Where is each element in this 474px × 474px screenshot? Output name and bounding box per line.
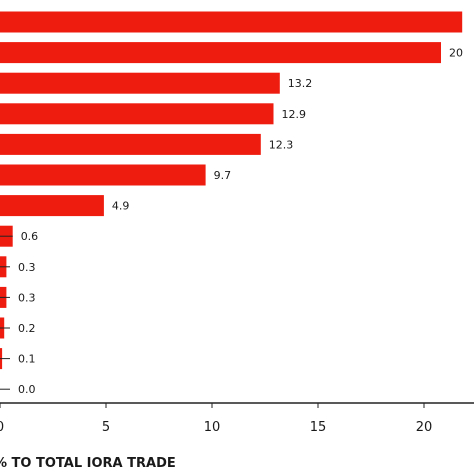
x-tick-label-2: 10 [204, 420, 221, 435]
bar-1 [0, 42, 441, 64]
value-label-6: 4.9 [112, 200, 129, 213]
x-tick-label-4: 20 [416, 420, 433, 435]
bar-2 [0, 72, 280, 94]
x-axis-title: % TO TOTAL IORA TRADE [0, 456, 176, 471]
value-labels-layer: 20 13.2 12.9 12.3 9.7 4.9 0.6 0.3 0.3 0.2 0.1 0.0 [18, 47, 463, 397]
value-label-11: 0.1 [18, 353, 36, 366]
value-label-5: 9.7 [214, 169, 232, 182]
x-axis-ticks: 0 5 10 15 20 [0, 403, 432, 435]
x-tick-label-1: 5 [102, 420, 110, 435]
value-label-9: 0.3 [18, 291, 36, 304]
value-label-8: 0.3 [18, 261, 36, 274]
bar-4 [0, 133, 261, 155]
value-label-10: 0.2 [18, 322, 36, 335]
value-label-2: 13.2 [288, 77, 313, 90]
value-label-12: 0.0 [18, 383, 36, 396]
bar-6 [0, 195, 104, 217]
x-tick-label-0: 0 [0, 420, 4, 435]
bar-5 [0, 164, 206, 186]
value-label-3: 12.9 [282, 108, 307, 121]
value-label-4: 12.3 [269, 138, 294, 151]
value-label-1: 20 [449, 47, 463, 60]
bar-0 [0, 11, 463, 33]
bar-3 [0, 103, 274, 125]
value-label-7: 0.6 [21, 230, 39, 243]
x-tick-label-3: 15 [310, 420, 327, 435]
bars-layer [0, 11, 463, 390]
